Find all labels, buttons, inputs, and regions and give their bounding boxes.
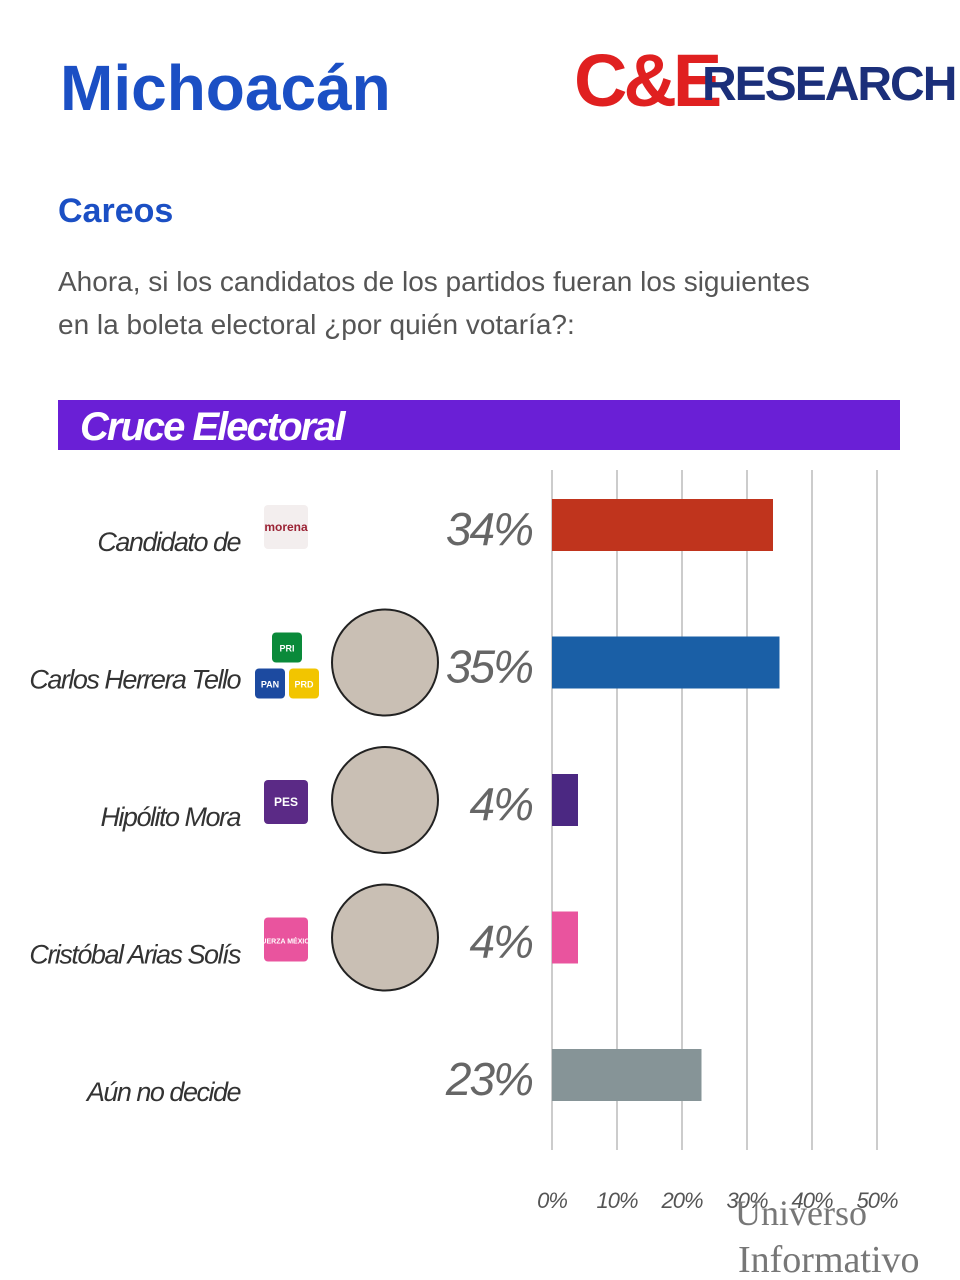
chart-title: Cruce Electoral (80, 405, 346, 449)
value-label: 35% (446, 641, 532, 693)
value-label: 4% (470, 778, 533, 830)
x-tick-label: 40% (791, 1188, 832, 1213)
party-badge-label: PRI (279, 644, 294, 654)
page-title: Michoacán (60, 52, 391, 124)
party-badge (272, 632, 302, 663)
value-label: 23% (445, 1053, 532, 1105)
party-badge-label: FUERZA MÉXICO (257, 937, 315, 946)
category-label: Aún no decide (85, 1077, 242, 1107)
x-tick-label: 50% (856, 1188, 897, 1213)
party-badge (264, 505, 308, 549)
party-badge-label: PES (274, 795, 298, 809)
value-label: 4% (470, 916, 533, 968)
watermark: Informativo (738, 1239, 920, 1280)
category-label: Candidato de (97, 527, 241, 557)
logo-sub: RESEARCH (702, 58, 955, 111)
candidate-photo (331, 608, 439, 717)
candidate-photo (331, 746, 439, 854)
party-badge (289, 668, 319, 699)
section-title: Careos (58, 192, 173, 230)
category-label: Carlos Herrera Tello (29, 665, 241, 695)
x-tick-label: 10% (596, 1188, 637, 1213)
x-tick-label: 0% (537, 1188, 567, 1213)
bar (552, 1049, 702, 1101)
party-badge-label: PRD (294, 680, 314, 690)
logo-main: C&E (574, 39, 720, 122)
question: Ahora, si los candidatos de los partidos… (58, 266, 810, 297)
bar (552, 911, 578, 964)
party-badge-label: PAN (261, 680, 279, 690)
watermark: Universo (735, 1193, 867, 1233)
x-tick-label: 20% (660, 1188, 702, 1213)
party-badge-label: morena (264, 520, 308, 534)
value-label: 34% (446, 503, 532, 555)
bar (552, 499, 773, 551)
bar (552, 636, 780, 689)
category-label: Cristóbal Arias Solís (29, 940, 241, 970)
question: en la boleta electoral ¿por quién votarí… (58, 309, 575, 340)
party-badge (264, 917, 308, 962)
party-badge (264, 780, 308, 824)
x-tick-label: 30% (726, 1188, 767, 1213)
category-label: Hipólito Mora (100, 802, 241, 832)
candidate-photo (331, 883, 439, 992)
bar (552, 774, 578, 826)
party-badge (255, 668, 285, 699)
chart-banner (58, 400, 900, 450)
